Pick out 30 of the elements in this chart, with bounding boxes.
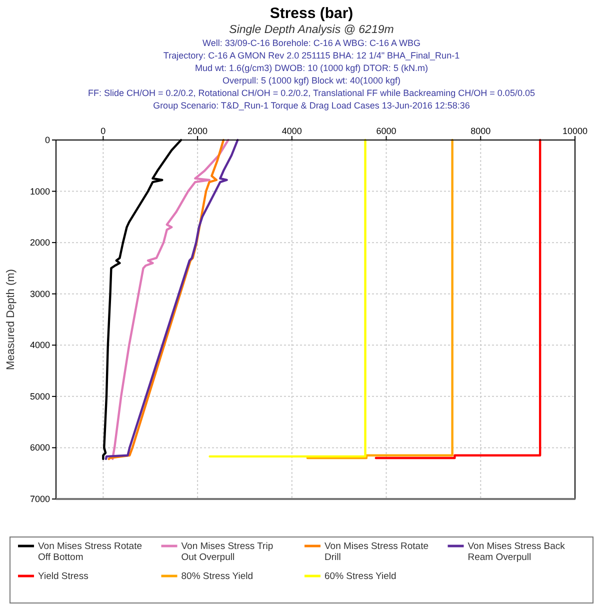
y-tick-label: 6000 xyxy=(30,442,50,453)
x-tick-label: 0 xyxy=(100,126,106,136)
text: Trajectory: C-16 A GMON Rev 2.0 251115 BHA: 12 1/4" BHA_Final_Run-1 xyxy=(163,50,460,60)
y-tick-label: 4000 xyxy=(30,340,50,350)
text: Overpull: 5 (1000 kgf) Block wt: 40(1000 kgf) xyxy=(222,76,401,86)
text: Group Scenario: T&D_Run-1 Torque & Drag Load Cases 13-Jun-2016 12:58:36 xyxy=(153,100,470,110)
chart-subtitle: Single Depth Analysis @ 6219m xyxy=(229,24,394,36)
text: FF: Slide CH/OH = 0.2/0.2, Rotational CH/OH = 0.2/0.2, Translational FF while Backreaming CH/OH = 0.05/0.05 xyxy=(88,88,535,98)
legend-label: Von Mises Stress Rotate Drill xyxy=(324,541,429,563)
y-tick-label: 7000 xyxy=(30,494,50,504)
x-tick-label: 6000 xyxy=(376,126,396,136)
legend-label: Von Mises Stress Rotate Off Bottom xyxy=(38,541,142,563)
legend-label: Von Mises Stress Trip Out Overpull xyxy=(181,541,274,563)
y-tick-label: 0 xyxy=(44,135,50,145)
legend-label: 60% Stress Yield xyxy=(324,571,396,582)
chart-title: Stress (bar) xyxy=(270,5,354,22)
y-tick-label: 5000 xyxy=(30,391,50,402)
x-tick-label: 10000 xyxy=(562,126,588,136)
x-tick-label: 8000 xyxy=(470,126,491,136)
x-tick-label: 4000 xyxy=(282,126,302,136)
y-tick-label: 2000 xyxy=(30,238,50,248)
y-tick-label: 3000 xyxy=(30,288,50,299)
legend-label: Von Mises Stress Back Ream Overpull xyxy=(468,541,566,563)
y-axis-title: Measured Depth (m) xyxy=(5,269,17,370)
legend-label: Yield Stress xyxy=(38,571,89,582)
x-tick-label: 2000 xyxy=(188,126,208,136)
text: Well: 33/09-C-16 Borehole: C-16 A WBG: C-16 A WBG xyxy=(202,38,420,48)
y-tick-label: 1000 xyxy=(30,186,50,196)
text: Mud wt: 1.6(g/cm3) DWOB: 10 (1000 kgf) DTOR: 5 (kN.m) xyxy=(195,63,428,73)
legend-label: 80% Stress Yield xyxy=(181,571,254,582)
